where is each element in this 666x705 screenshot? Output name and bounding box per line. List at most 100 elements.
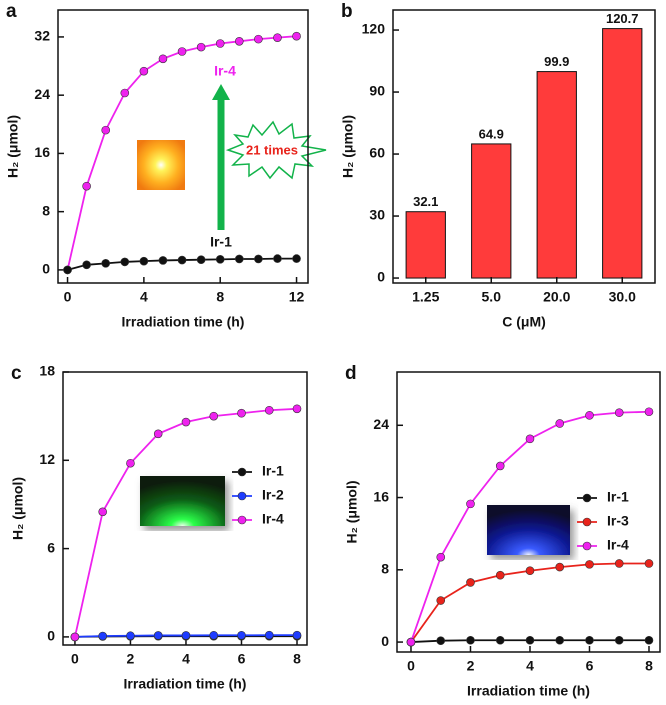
data-point — [139, 256, 149, 266]
data-point — [614, 408, 624, 417]
series-label: Ir-1 — [210, 234, 232, 250]
data-point — [139, 66, 149, 76]
data-point — [177, 47, 187, 56]
y-tick-label: 18 — [39, 363, 55, 379]
y-tick-label: 0 — [42, 261, 50, 277]
legend-marker — [582, 541, 592, 551]
panel-label: d — [345, 363, 357, 384]
legend-marker — [582, 493, 592, 503]
data-point — [177, 255, 187, 265]
y-tick-label: 120 — [362, 21, 386, 37]
data-point — [525, 434, 535, 444]
y-axis-label: H₂ (μmol) — [340, 115, 356, 178]
legend-marker — [237, 491, 247, 501]
data-point — [436, 636, 446, 646]
data-point — [264, 630, 274, 640]
plot-frame — [392, 9, 656, 284]
bar — [471, 143, 512, 279]
y-tick-label: 0 — [381, 633, 389, 649]
x-tick-label: 0 — [64, 289, 72, 305]
data-point — [273, 33, 282, 42]
x-tick-label: 0 — [71, 651, 79, 667]
x-axis-label: Irradiation time (h) — [467, 683, 590, 699]
plot-frame — [62, 371, 308, 646]
data-point — [215, 39, 225, 48]
light-icon — [140, 476, 225, 526]
y-tick-label: 90 — [369, 83, 385, 99]
legend-label: Ir-1 — [262, 463, 284, 479]
legend-label: Ir-3 — [607, 513, 629, 529]
data-point — [126, 631, 135, 641]
data-point — [209, 630, 219, 640]
data-point — [406, 637, 416, 647]
data-point — [98, 507, 107, 517]
x-axis-label: Irradiation time (h) — [122, 314, 245, 330]
x-tick-label: 8 — [645, 658, 653, 674]
y-axis-label: H₂ (μmol) — [10, 477, 26, 540]
data-point — [495, 461, 505, 471]
data-point — [254, 34, 263, 44]
x-tick-label: 4 — [140, 289, 148, 305]
data-point — [292, 404, 302, 414]
data-point — [101, 259, 111, 268]
value-label: 120.7 — [606, 11, 639, 26]
data-point — [181, 417, 191, 427]
data-point — [63, 265, 72, 275]
y-tick-label: 16 — [373, 488, 389, 504]
data-point — [644, 635, 654, 645]
x-tick-label: 2 — [467, 658, 475, 674]
x-axis-label: C (μM) — [502, 314, 546, 330]
y-tick-label: 30 — [369, 207, 385, 223]
panel-label: c — [11, 363, 22, 384]
x-tick-label: 8 — [216, 289, 224, 305]
data-point — [555, 419, 565, 428]
y-axis-label: H₂ (μmol) — [344, 481, 360, 544]
y-tick-label: 8 — [42, 202, 50, 218]
panel-label: a — [6, 1, 17, 22]
x-tick-label: 6 — [586, 658, 594, 674]
data-point — [237, 408, 246, 418]
light-icon — [487, 505, 570, 555]
data-point — [254, 254, 263, 264]
data-point — [292, 254, 301, 263]
y-tick-label: 60 — [369, 145, 385, 161]
data-point — [436, 552, 446, 562]
x-tick-label: 8 — [293, 651, 301, 667]
data-point — [264, 405, 274, 415]
data-point — [466, 578, 475, 587]
value-label: 32.1 — [413, 194, 438, 209]
legend-label: Ir-1 — [607, 489, 629, 505]
y-tick-label: 16 — [34, 144, 50, 160]
y-tick-label: 8 — [381, 561, 389, 577]
data-point — [234, 37, 244, 46]
data-point — [158, 256, 168, 265]
data-point — [209, 411, 219, 421]
x-tick-label: 4 — [526, 658, 534, 674]
data-point — [585, 560, 594, 569]
y-tick-label: 12 — [39, 451, 55, 467]
plot-frame — [396, 371, 661, 653]
data-point — [555, 562, 565, 572]
data-point — [292, 630, 302, 640]
y-tick-label: 24 — [373, 416, 389, 432]
data-point — [158, 54, 168, 64]
y-tick-label: 0 — [47, 628, 55, 644]
legend-marker — [237, 515, 247, 525]
series-label: Ir-4 — [214, 63, 236, 79]
x-tick-label: 5.0 — [482, 289, 502, 305]
data-point — [153, 429, 163, 439]
y-tick-label: 24 — [34, 86, 50, 102]
data-point — [196, 42, 206, 52]
legend-label: Ir-2 — [262, 487, 284, 503]
legend-marker — [237, 467, 247, 477]
x-tick-label: 20.0 — [543, 289, 570, 305]
value-label: 64.9 — [479, 126, 504, 141]
data-point — [234, 254, 244, 264]
x-tick-label: 12 — [289, 289, 305, 305]
data-point — [82, 260, 91, 270]
bar — [602, 28, 643, 279]
y-axis-label: H₂ (μmol) — [5, 115, 21, 178]
data-point — [70, 632, 80, 642]
data-point — [466, 499, 475, 509]
